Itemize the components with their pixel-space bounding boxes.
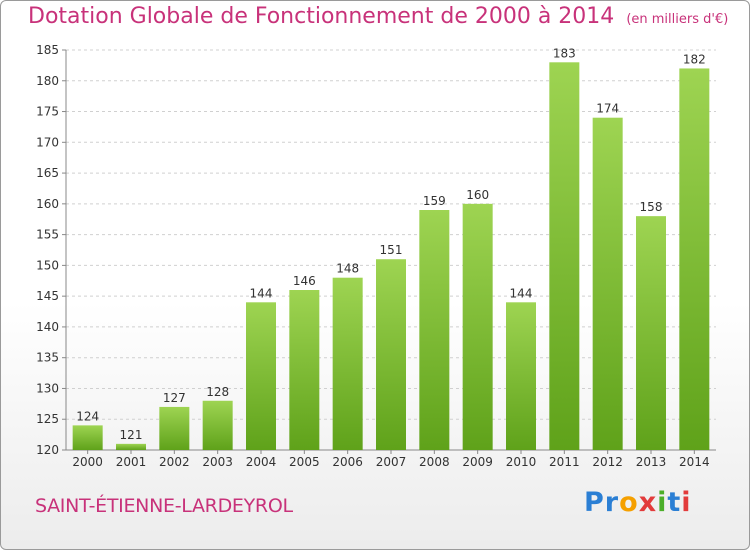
bar	[549, 62, 580, 451]
commune-name: SAINT-ÉTIENNE-LARDEYROL	[35, 495, 293, 517]
data-label: 182	[683, 52, 706, 66]
y-tick-label: 180	[36, 74, 59, 88]
logo-letter: t	[667, 487, 682, 518]
logo-letter: r	[604, 487, 620, 518]
bar	[332, 277, 363, 450]
x-tick-label: 2011	[549, 455, 580, 469]
y-tick-label: 145	[36, 289, 59, 303]
y-tick-label: 135	[36, 351, 59, 365]
data-label: 128	[206, 385, 229, 399]
data-label: 174	[596, 102, 619, 116]
data-label: 144	[250, 286, 273, 300]
y-tick-label: 160	[36, 197, 59, 211]
x-tick-label: 2001	[116, 455, 147, 469]
bar	[679, 68, 710, 450]
y-tick-label: 155	[36, 228, 59, 242]
data-label: 159	[423, 194, 446, 208]
bar	[506, 302, 536, 450]
x-tick-label: 2005	[289, 455, 320, 469]
logo-letter: i	[657, 487, 668, 518]
x-tick-label: 2014	[679, 455, 710, 469]
logo-letter: i	[681, 487, 692, 518]
y-tick-label: 170	[36, 135, 59, 149]
title-text: Dotation Globale de Fonctionnement de 20…	[28, 4, 615, 29]
data-label: 160	[466, 188, 489, 202]
x-tick-label: 2002	[159, 455, 190, 469]
data-label: 146	[293, 274, 316, 288]
bar	[419, 210, 450, 450]
title-unit: (en milliers d'€)	[626, 12, 729, 27]
proxiti-logo: Proxiti	[584, 487, 692, 518]
bar	[202, 400, 233, 450]
bar	[159, 406, 190, 450]
data-label: 183	[553, 46, 576, 60]
bar	[592, 117, 623, 450]
logo-letter: P	[584, 487, 605, 518]
bar	[289, 290, 320, 450]
x-tick-label: 2013	[636, 455, 667, 469]
data-label: 121	[120, 428, 143, 442]
data-label: 144	[510, 286, 533, 300]
bar	[72, 425, 103, 450]
y-tick-label: 130	[36, 381, 59, 395]
bar	[376, 259, 406, 450]
x-tick-label: 2003	[202, 455, 233, 469]
y-tick-label: 120	[36, 443, 59, 457]
x-tick-label: 2006	[332, 455, 363, 469]
y-tick-label: 165	[36, 166, 59, 180]
bar	[116, 443, 146, 450]
data-label: 127	[163, 391, 186, 405]
y-tick-label: 125	[36, 412, 59, 426]
x-tick-label: 2000	[72, 455, 103, 469]
x-tick-label: 2007	[376, 455, 407, 469]
y-tick-label: 185	[36, 43, 59, 57]
x-tick-label: 2004	[246, 455, 277, 469]
x-tick-label: 2012	[592, 455, 623, 469]
logo-letter: o	[619, 487, 639, 518]
chart-title: Dotation Globale de Fonctionnement de 20…	[28, 4, 728, 29]
bar	[246, 302, 276, 450]
bar	[462, 203, 493, 450]
data-label: 158	[640, 200, 663, 214]
data-label: 151	[380, 243, 403, 257]
x-tick-label: 2009	[462, 455, 493, 469]
x-tick-label: 2008	[419, 455, 450, 469]
bar	[636, 216, 666, 450]
logo-letter: x	[638, 487, 658, 518]
y-tick-label: 140	[36, 320, 59, 334]
x-tick-label: 2010	[506, 455, 537, 469]
y-tick-label: 175	[36, 105, 59, 119]
y-tick-label: 150	[36, 258, 59, 272]
data-label: 148	[336, 262, 359, 276]
data-label: 124	[76, 409, 99, 423]
